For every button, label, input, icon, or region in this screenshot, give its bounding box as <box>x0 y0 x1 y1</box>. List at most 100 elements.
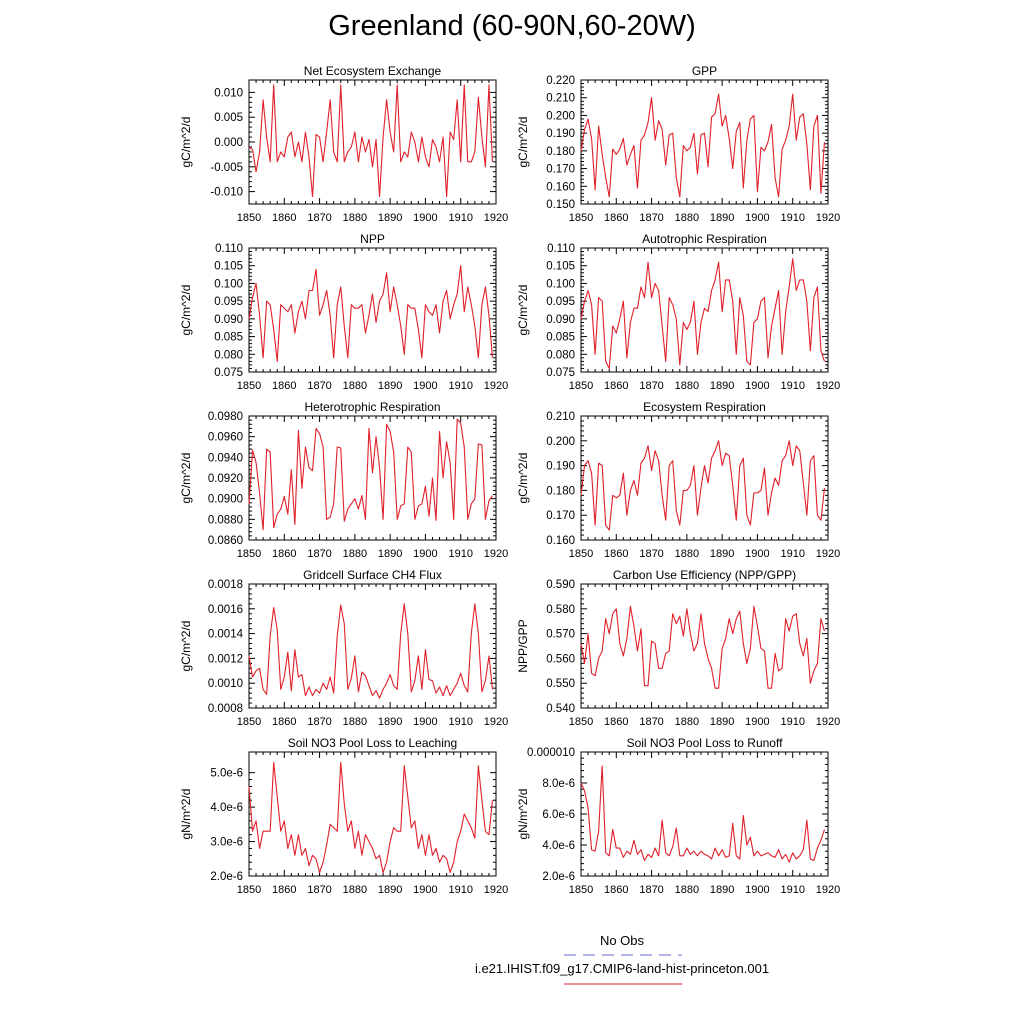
chart-gpp-x-tick-label: 1890 <box>710 212 734 224</box>
chart-carbon-use-efficiency-npp-gpp-x-tick-label: 1890 <box>710 716 734 728</box>
chart-soil-no3-pool-loss-to-runoff-x-tick-label: 1910 <box>780 884 804 896</box>
chart-gpp-series-line <box>580 93 826 198</box>
chart-soil-no3-pool-loss-to-runoff-title: Soil NO3 Pool Loss to Runoff <box>627 736 784 750</box>
chart-soil-no3-pool-loss-to-runoff-series-line <box>580 765 825 863</box>
chart-autotrophic-respiration-x-tick-label: 1860 <box>604 380 628 392</box>
chart-net-ecosystem-exchange-ylabel: gC/m^2/d <box>179 117 193 168</box>
chart-autotrophic-respiration-y-tick-label: 0.085 <box>546 332 575 344</box>
chart-gpp-y-tick-label: 0.150 <box>546 199 575 211</box>
chart-autotrophic-respiration-y-tick-label: 0.090 <box>546 314 575 326</box>
chart-npp-y-tick-label: 0.085 <box>214 332 243 344</box>
chart-net-ecosystem-exchange-x-tick-label: 1910 <box>448 212 472 224</box>
chart-soil-no3-pool-loss-to-runoff-x-tick-label: 1890 <box>710 884 734 896</box>
chart-soil-no3-pool-loss-to-leaching-x-tick-label: 1920 <box>484 884 508 896</box>
chart-gpp-ylabel: gC/m^2/d <box>516 117 530 168</box>
chart-carbon-use-efficiency-npp-gpp-x-tick-label: 1880 <box>675 716 699 728</box>
chart-carbon-use-efficiency-npp-gpp-y-tick-label: 0.560 <box>546 653 575 665</box>
chart-gpp-x-tick-label: 1880 <box>675 212 699 224</box>
chart-heterotrophic-respiration-x-tick-label: 1890 <box>378 548 402 560</box>
chart-ecosystem-respiration-frame <box>580 415 829 541</box>
chart-ecosystem-respiration: 1850 1860 1870 1880 1890 1900 1910 1920 0.160 0.1… <box>516 400 840 560</box>
chart-npp-y-tick-label: 0.090 <box>214 314 243 326</box>
chart-gpp-x-tick-label: 1870 <box>639 212 663 224</box>
chart-gridcell-surface-ch4-flux-x-tick-label: 1920 <box>484 716 508 728</box>
chart-soil-no3-pool-loss-to-leaching-series-line <box>248 761 494 874</box>
page-title: Greenland (60-90N,60-20W) <box>328 10 696 42</box>
chart-gridcell-surface-ch4-flux-y-tick-label: 0.0014 <box>208 629 244 641</box>
chart-autotrophic-respiration-series-line <box>580 258 825 370</box>
chart-soil-no3-pool-loss-to-runoff-y-tick-label: 2.0e-6 <box>542 871 575 883</box>
chart-gpp-frame <box>580 79 829 205</box>
chart-net-ecosystem-exchange-x-tick-label: 1880 <box>343 212 367 224</box>
chart-autotrophic-respiration-x-tick-label: 1920 <box>816 380 840 392</box>
chart-gridcell-surface-ch4-flux-x-tick-label: 1880 <box>343 716 367 728</box>
chart-npp-x-tick-label: 1910 <box>448 380 472 392</box>
chart-heterotrophic-respiration-x-tick-label: 1900 <box>413 548 437 560</box>
chart-gpp-y-tick-label: 0.180 <box>546 146 575 158</box>
chart-net-ecosystem-exchange-x-tick-label: 1850 <box>237 212 261 224</box>
chart-npp-x-tick-label: 1870 <box>307 380 331 392</box>
chart-ecosystem-respiration-y-tick-label: 0.160 <box>546 535 575 547</box>
chart-autotrophic-respiration-x-tick-label: 1880 <box>675 380 699 392</box>
chart-carbon-use-efficiency-npp-gpp-x-tick-label: 1910 <box>780 716 804 728</box>
chart-net-ecosystem-exchange-title: Net Ecosystem Exchange <box>304 64 442 78</box>
chart-carbon-use-efficiency-npp-gpp-y-tick-label: 0.550 <box>546 678 575 690</box>
chart-net-ecosystem-exchange-y-tick-label: 0.010 <box>214 87 243 99</box>
chart-ecosystem-respiration-series-line <box>580 440 826 531</box>
chart-gpp-y-tick-label: 0.210 <box>546 93 575 105</box>
chart-ecosystem-respiration-x-tick-label: 1860 <box>604 548 628 560</box>
chart-soil-no3-pool-loss-to-leaching-x-tick-label: 1890 <box>378 884 402 896</box>
legend-label-obs: No Obs <box>600 933 645 948</box>
chart-heterotrophic-respiration-x-tick-label: 1880 <box>343 548 367 560</box>
chart-heterotrophic-respiration-y-tick-label: 0.0980 <box>208 411 243 423</box>
chart-gridcell-surface-ch4-flux-y-tick-label: 0.0018 <box>208 579 243 591</box>
chart-ecosystem-respiration-y-tick-label: 0.200 <box>546 436 575 448</box>
chart-soil-no3-pool-loss-to-leaching-y-tick-label: 4.0e-6 <box>210 802 243 814</box>
chart-net-ecosystem-exchange-x-tick-label: 1890 <box>378 212 402 224</box>
chart-carbon-use-efficiency-npp-gpp-x-tick-label: 1850 <box>569 716 593 728</box>
chart-gridcell-surface-ch4-flux-x-tick-label: 1900 <box>413 716 437 728</box>
chart-ecosystem-respiration-y-tick-label: 0.210 <box>546 411 575 423</box>
chart-ecosystem-respiration-x-tick-label: 1920 <box>816 548 840 560</box>
chart-net-ecosystem-exchange-y-tick-label: 0.005 <box>214 112 243 124</box>
chart-npp-series-line <box>248 265 494 362</box>
chart-npp-y-tick-label: 0.110 <box>215 243 243 255</box>
chart-soil-no3-pool-loss-to-runoff-y-tick-label: 8.0e-6 <box>542 778 575 790</box>
chart-ecosystem-respiration-ylabel: gC/m^2/d <box>516 453 530 504</box>
chart-gridcell-surface-ch4-flux-y-tick-label: 0.0016 <box>208 604 243 616</box>
chart-carbon-use-efficiency-npp-gpp: 1850 1860 1870 1880 1890 1900 1910 1920 0.540 0.5… <box>516 568 840 728</box>
chart-carbon-use-efficiency-npp-gpp-x-tick-label: 1860 <box>604 716 628 728</box>
chart-carbon-use-efficiency-npp-gpp-y-tick-label: 0.590 <box>546 579 575 591</box>
chart-soil-no3-pool-loss-to-leaching-x-tick-label: 1900 <box>413 884 437 896</box>
chart-gpp-y-tick-label: 0.200 <box>546 110 575 122</box>
chart-gridcell-surface-ch4-flux-x-tick-label: 1870 <box>307 716 331 728</box>
chart-npp-y-tick-label: 0.080 <box>214 349 243 361</box>
chart-carbon-use-efficiency-npp-gpp-y-tick-label: 0.570 <box>546 629 575 641</box>
chart-autotrophic-respiration-frame <box>580 247 829 373</box>
chart-gpp-x-tick-label: 1900 <box>745 212 769 224</box>
chart-npp-x-tick-label: 1890 <box>378 380 402 392</box>
chart-soil-no3-pool-loss-to-leaching-x-tick-label: 1860 <box>272 884 296 896</box>
chart-gridcell-surface-ch4-flux-frame <box>248 583 497 709</box>
chart-net-ecosystem-exchange-y-tick-label: 0.000 <box>214 137 243 149</box>
chart-net-ecosystem-exchange-series-line <box>248 84 494 198</box>
chart-npp-y-tick-label: 0.105 <box>214 261 243 273</box>
chart-soil-no3-pool-loss-to-runoff-ylabel: gN/m^2/d <box>516 789 530 840</box>
chart-gridcell-surface-ch4-flux-x-tick-label: 1850 <box>237 716 261 728</box>
chart-ecosystem-respiration-x-tick-label: 1880 <box>675 548 699 560</box>
chart-soil-no3-pool-loss-to-runoff-x-tick-label: 1860 <box>604 884 628 896</box>
chart-carbon-use-efficiency-npp-gpp-y-tick-label: 0.580 <box>546 604 575 616</box>
chart-npp-x-tick-label: 1880 <box>343 380 367 392</box>
chart-heterotrophic-respiration-ylabel: gC/m^2/d <box>179 453 193 504</box>
chart-npp: 1850 1860 1870 1880 1890 1900 1910 1920 0.075 0.0… <box>179 232 508 392</box>
chart-carbon-use-efficiency-npp-gpp-x-tick-label: 1870 <box>639 716 663 728</box>
chart-soil-no3-pool-loss-to-leaching-x-tick-label: 1880 <box>343 884 367 896</box>
chart-carbon-use-efficiency-npp-gpp-series-line <box>580 605 825 689</box>
chart-gridcell-surface-ch4-flux-y-tick-label: 0.0010 <box>208 678 243 690</box>
chart-heterotrophic-respiration-series-line <box>248 418 493 531</box>
chart-heterotrophic-respiration-x-tick-label: 1870 <box>307 548 331 560</box>
chart-gridcell-surface-ch4-flux-y-tick-label: 0.0012 <box>208 653 243 665</box>
chart-autotrophic-respiration-y-tick-label: 0.080 <box>546 349 575 361</box>
chart-soil-no3-pool-loss-to-leaching-x-tick-label: 1850 <box>237 884 261 896</box>
